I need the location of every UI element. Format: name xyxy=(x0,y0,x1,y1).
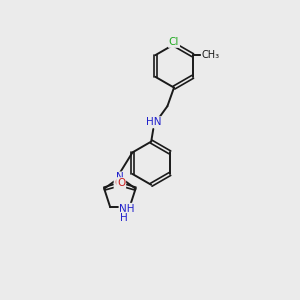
Text: HN: HN xyxy=(146,117,161,127)
Text: N: N xyxy=(116,172,124,182)
Text: CH₃: CH₃ xyxy=(202,50,220,60)
Text: O: O xyxy=(115,178,123,188)
Text: Cl: Cl xyxy=(169,37,179,47)
Text: NH: NH xyxy=(119,204,135,214)
Text: H: H xyxy=(120,213,128,223)
Text: O: O xyxy=(117,178,125,188)
